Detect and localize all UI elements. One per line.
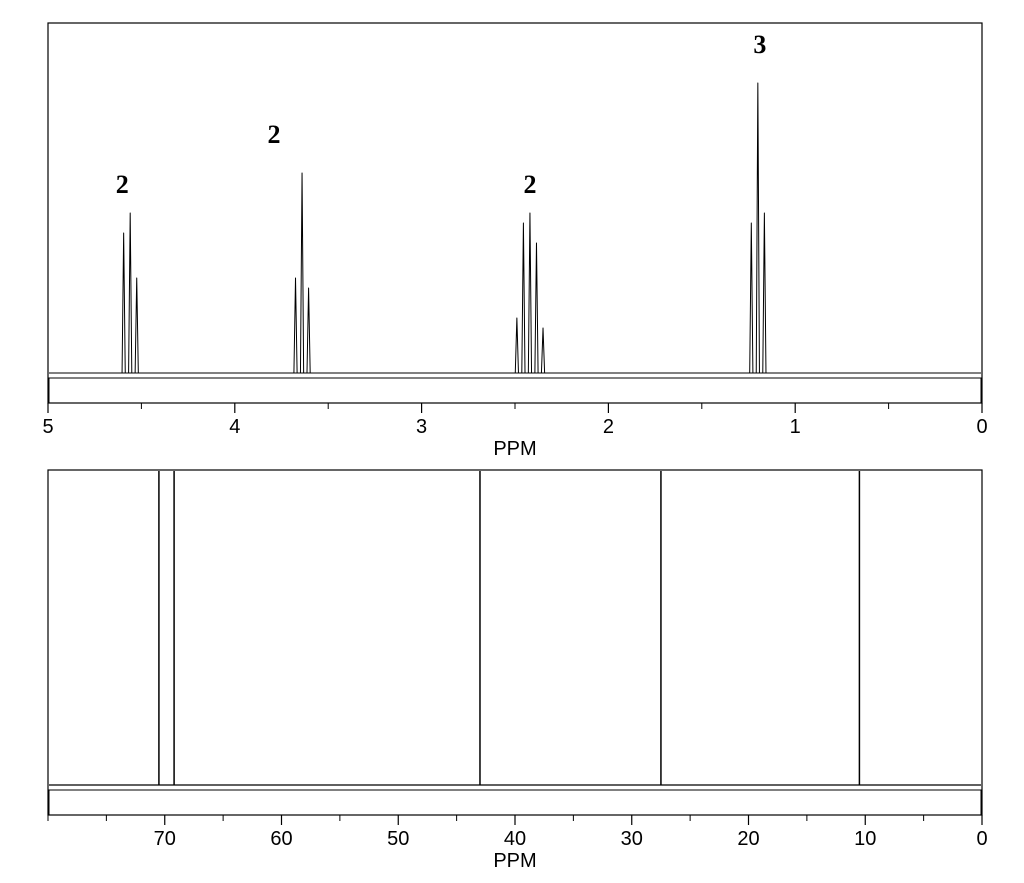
integral-label: 3 [753, 30, 766, 59]
multiplet: 2 [116, 170, 145, 373]
carbon-spectrum: 70 60 50 40 30 20 10 0 PPM [48, 470, 988, 872]
integral-label: 2 [268, 120, 281, 149]
tick-label: 0 [976, 416, 987, 438]
tick-label: 2 [603, 416, 614, 438]
tick-label: 0 [976, 828, 987, 850]
axis-bar [49, 790, 981, 815]
proton-spectrum: 5 4 3 2 1 0 PPM 2 2 2 3 [42, 23, 987, 460]
plot-frame [48, 23, 982, 403]
multiplet-trace [743, 83, 772, 373]
x-axis-label: PPM [493, 438, 536, 460]
tick-label: 50 [387, 828, 409, 850]
multiplet-trace [116, 213, 145, 373]
tick-label: 40 [504, 828, 526, 850]
nmr-figure: 543210PPM2223706050403020100PPM [0, 0, 1024, 883]
multiplet-trace [509, 213, 551, 373]
axis-bar [49, 378, 981, 403]
tick-label: 4 [229, 416, 240, 438]
tick-label: 60 [270, 828, 292, 850]
x-axis-label: PPM [493, 850, 536, 872]
multiplet: 2 [268, 120, 317, 373]
tick-label: 20 [737, 828, 759, 850]
integral-label: 2 [116, 170, 129, 199]
integral-label: 2 [523, 170, 536, 199]
tick-label: 70 [154, 828, 176, 850]
tick-label: 30 [621, 828, 643, 850]
tick-label: 5 [42, 416, 53, 438]
multiplet: 3 [743, 30, 772, 373]
tick-label: 10 [854, 828, 876, 850]
multiplet-trace [288, 173, 317, 373]
tick-label: 1 [790, 416, 801, 438]
multiplet: 2 [509, 170, 551, 373]
plot-frame [48, 470, 982, 815]
tick-label: 3 [416, 416, 427, 438]
